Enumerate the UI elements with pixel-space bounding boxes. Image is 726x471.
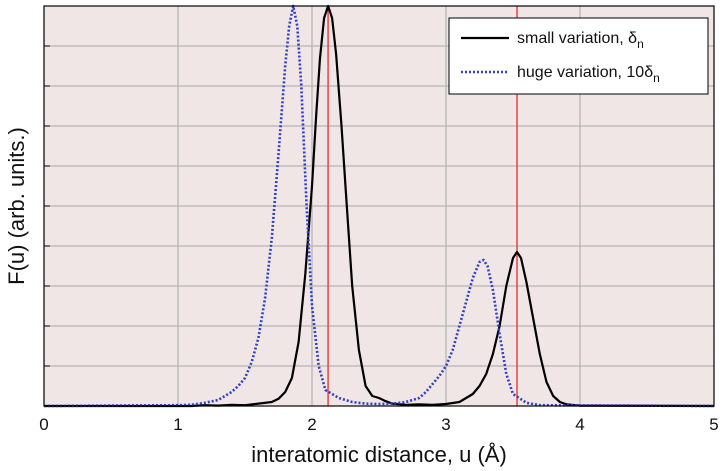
grid xyxy=(44,6,714,406)
plot-frame xyxy=(43,5,715,407)
legend-box xyxy=(448,17,709,95)
x-tick-label-5: 5 xyxy=(709,415,718,434)
series-line-1 xyxy=(43,4,715,408)
y-axis-title: F(u) (arb. units.) xyxy=(4,127,29,285)
x-axis-title: interatomic distance, u (Å) xyxy=(251,442,507,467)
x-tick-label-2: 2 xyxy=(307,415,316,434)
legend-label-huge-variation: huge variation, 10δn xyxy=(517,64,660,85)
series-group xyxy=(43,4,715,408)
x-tick-labels: 0 1 2 3 4 5 xyxy=(39,415,718,434)
legend: small variation, δn huge variation, 10δn xyxy=(448,17,709,95)
x-tick-label-3: 3 xyxy=(441,415,450,434)
series-line-0 xyxy=(44,4,715,408)
x-tick-label-1: 1 xyxy=(173,415,182,434)
legend-label-small-variation: small variation, δn xyxy=(517,30,644,51)
x-tick-label-0: 0 xyxy=(39,415,48,434)
y-tick-marks xyxy=(44,45,50,367)
x-tick-label-4: 4 xyxy=(575,415,584,434)
